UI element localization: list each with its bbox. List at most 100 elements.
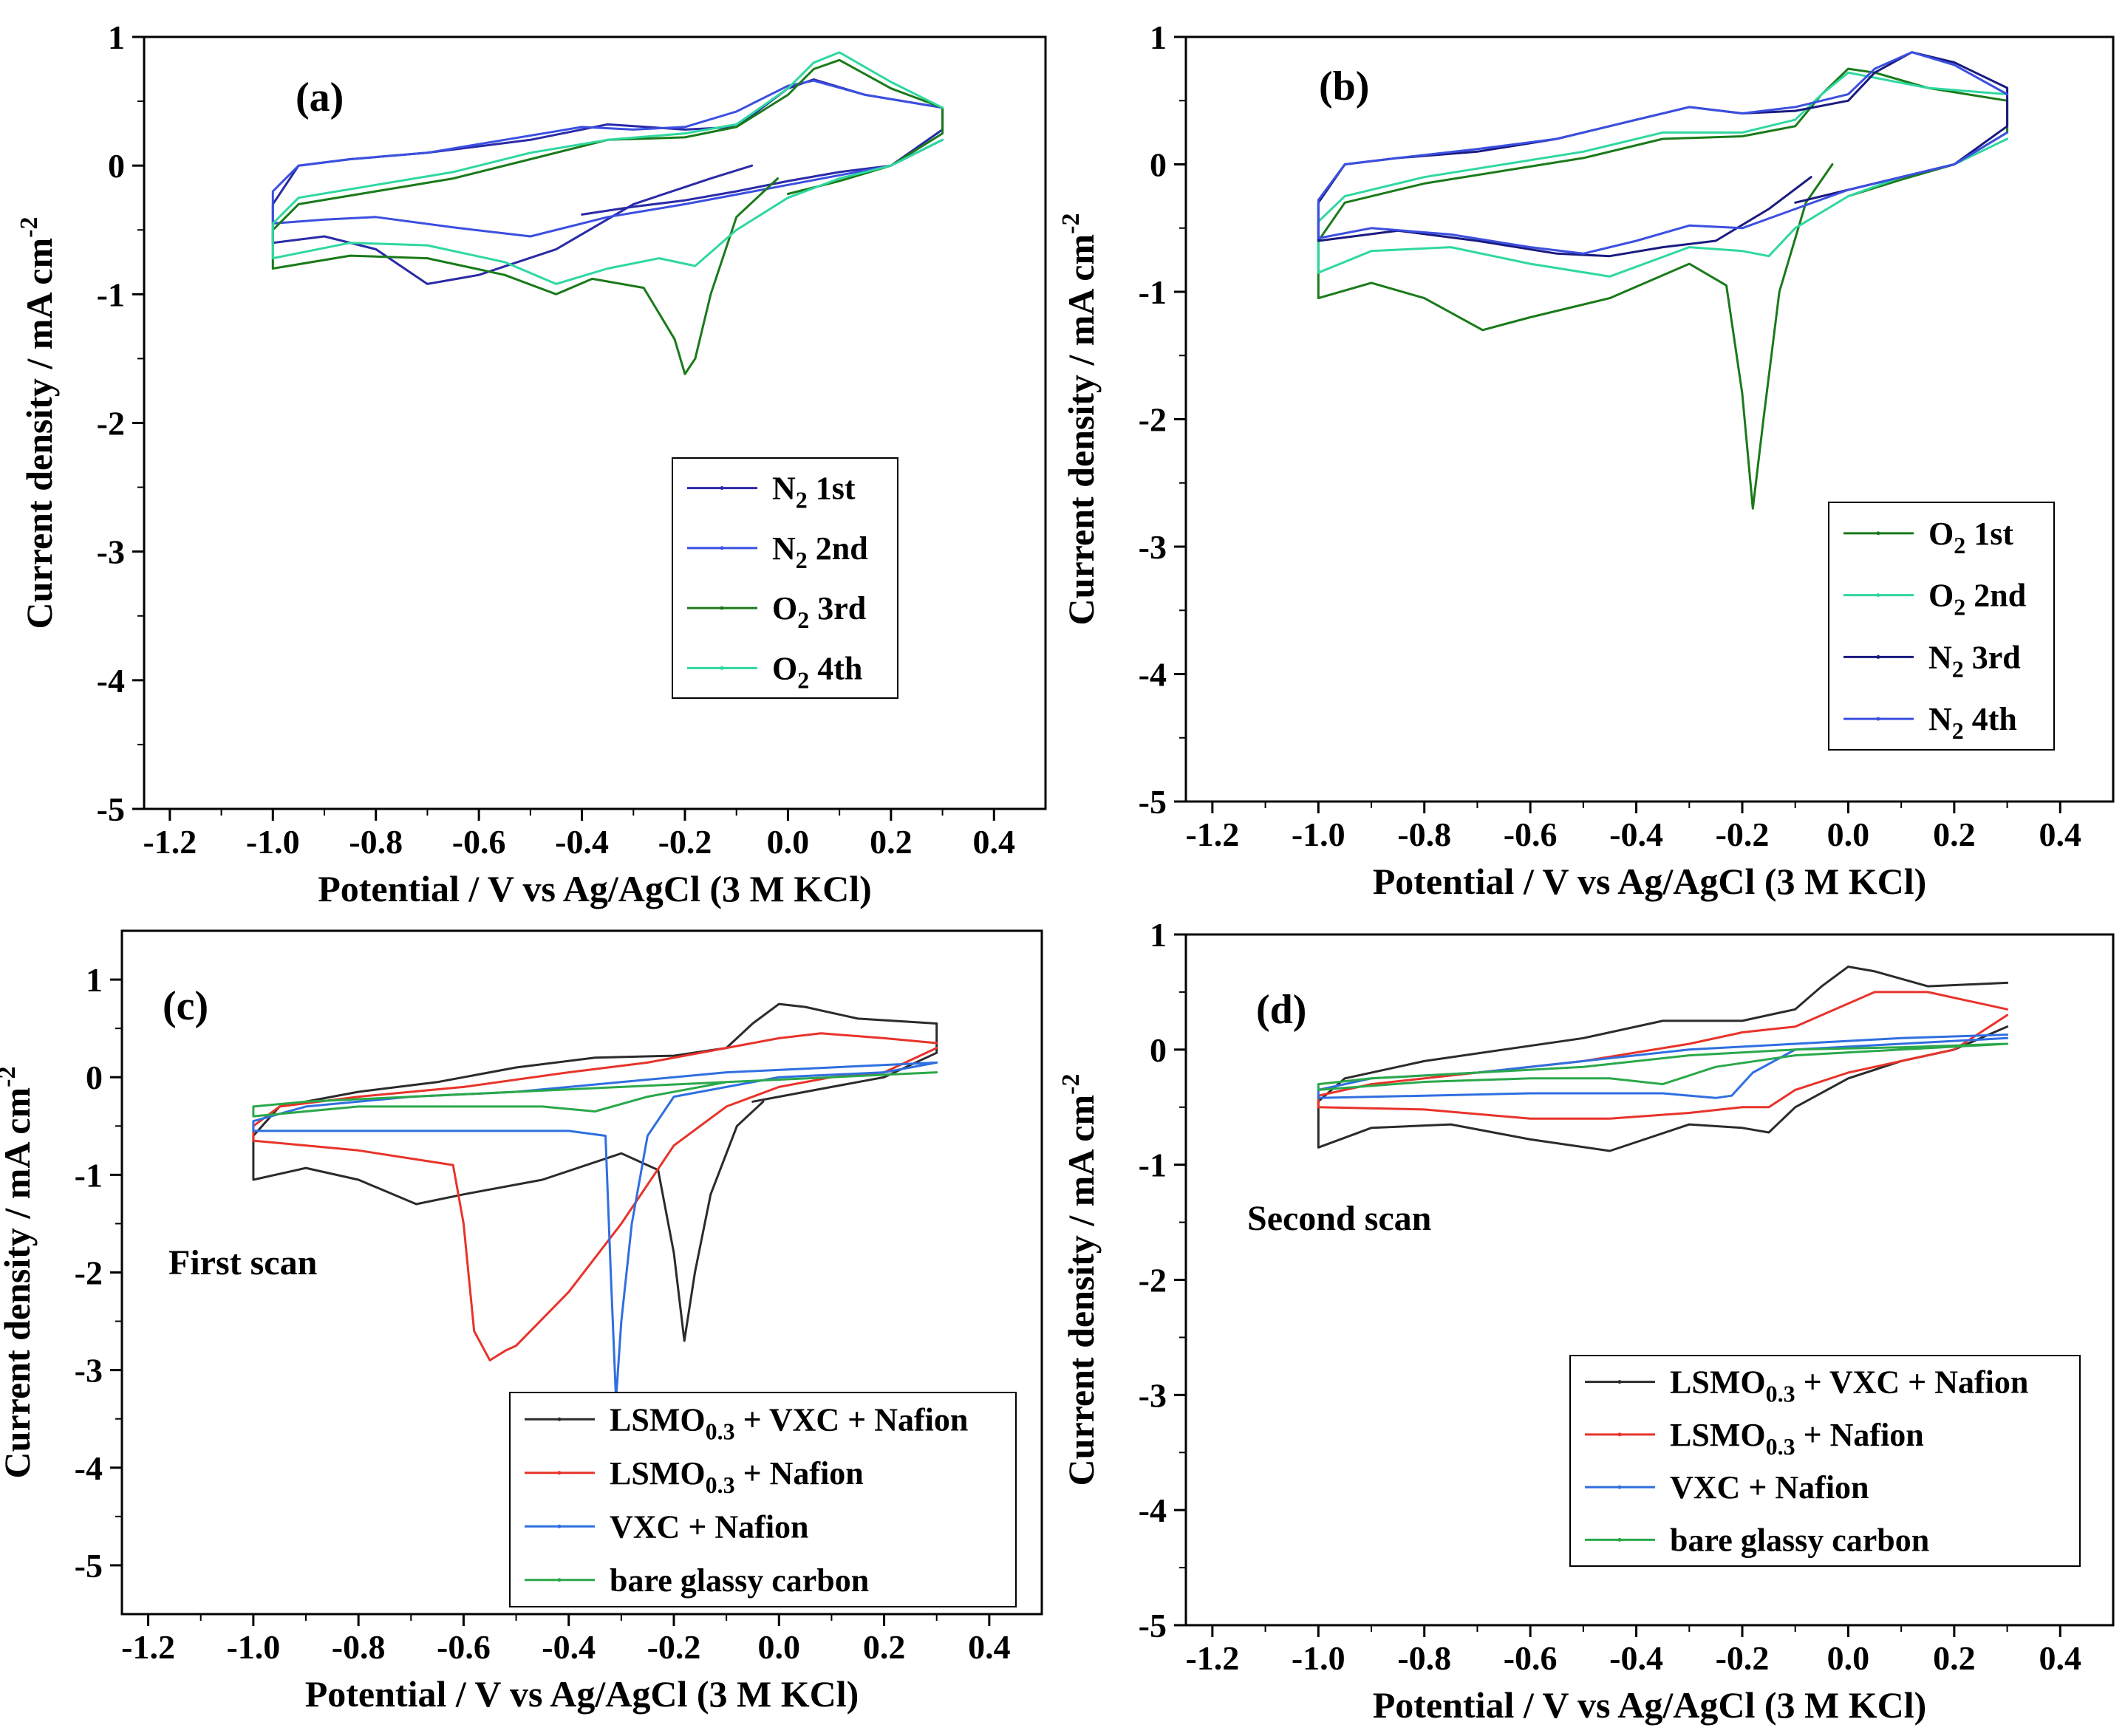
x-tick-label: 0.4 [968, 1628, 1011, 1666]
y-tick-label: -2 [75, 1254, 103, 1292]
y-tick-label: -4 [97, 662, 125, 700]
x-tick-label: -1.0 [226, 1628, 280, 1666]
chart-panel-d: -1.2 -1.0 -0.8 -0.6 -0.4 -0.2 0.0 0.2 0.4 -5 -4 -3 -… [1057, 916, 2115, 1726]
legend-label-4: bare glassy carbon [610, 1562, 869, 1599]
y-axis-label-main: Current density / mA cm [0, 1087, 38, 1479]
y-tick-label: -5 [97, 790, 125, 828]
legend-marker-3 [720, 606, 724, 610]
legend-label-4: N2 4th [1928, 701, 2017, 744]
x-tick-label: 0.2 [1933, 816, 1976, 853]
legend-marker-3 [1876, 655, 1880, 659]
x-tick-label: -0.6 [452, 823, 506, 861]
y-axis-label-sup: -2 [1057, 213, 1085, 234]
y-tick-label: -2 [1139, 401, 1167, 439]
legend-marker-4 [720, 666, 724, 670]
legend-marker-2 [720, 546, 724, 550]
series-group [1317, 51, 2009, 510]
chart-panel-c: -1.2 -1.0 -0.8 -0.6 -0.4 -0.2 0.0 0.2 0.4 -5 -4 -3 -… [0, 929, 1043, 1715]
y-tick-label: -4 [1139, 1491, 1167, 1529]
y-axis-label-sup: -2 [16, 217, 43, 238]
y-tick-label: -5 [75, 1547, 103, 1585]
legend-box [509, 1392, 1017, 1607]
legend-label-3: VXC + Nafion [1670, 1469, 1869, 1506]
legend-marker-2 [1617, 1432, 1622, 1437]
y-axis-label: Current density / mA cm-2 [1057, 1074, 1102, 1486]
y-tick-label: -1 [75, 1156, 103, 1194]
y-axis-label-sup: -2 [0, 1067, 21, 1087]
y-tick-label: -2 [1139, 1262, 1167, 1299]
legend: LSMO0.3 + VXC + Nafion LSMO0.3 + Nafion VX… [1569, 1355, 2081, 1567]
x-tick-label: -0.4 [542, 1628, 596, 1666]
y-tick-label: 0 [108, 147, 125, 185]
series-line-4 [1317, 51, 2009, 255]
legend-label-2: LSMO0.3 + Nafion [1670, 1417, 1924, 1460]
y-tick-label: 1 [1150, 916, 1167, 954]
y-tick-label: -3 [75, 1352, 103, 1390]
x-tick-label: -1.2 [1185, 816, 1239, 853]
y-tick-label: -4 [1139, 656, 1167, 694]
series-group [1317, 966, 2009, 1152]
legend-marker-1 [720, 486, 724, 491]
x-tick-label: -1.0 [1292, 1639, 1345, 1677]
y-tick-label: -1 [1139, 273, 1167, 311]
chart-panel-b: -1.2 -1.0 -0.8 -0.6 -0.4 -0.2 0.0 0.2 0.4 -5 -4 -3 -… [1057, 18, 2115, 902]
legend-label-2: LSMO0.3 + Nafion [610, 1455, 864, 1498]
x-tick-label: 0.2 [863, 1628, 906, 1666]
x-axis-label: Potential / V vs Ag/AgCl (3 M KCl) [1373, 1684, 1927, 1726]
x-tick-label: -0.8 [332, 1628, 386, 1666]
series-line-1 [1317, 67, 2009, 510]
legend-label-3: VXC + Nafion [610, 1508, 809, 1545]
legend: LSMO0.3 + VXC + Nafion LSMO0.3 + Nafion VX… [509, 1392, 1017, 1607]
legend: N2 1st N2 2nd O2 3rd O2 4th [672, 457, 898, 699]
panel-label: (b) [1319, 64, 1369, 109]
series-line-3 [1317, 1033, 2009, 1099]
x-tick-label: 0.4 [973, 823, 1016, 861]
series-line-3 [252, 1061, 938, 1401]
y-tick-label: -5 [1139, 783, 1167, 821]
legend-label-3: N2 3rd [1928, 639, 2021, 682]
legend-box [1828, 502, 2055, 751]
y-tick-label: 1 [86, 961, 103, 999]
y-tick-label: -2 [97, 405, 125, 442]
x-tick-label: -0.2 [658, 823, 712, 861]
x-tick-label: -0.8 [1397, 1639, 1451, 1677]
y-axis-label: Current density / mA cm-2 [1057, 213, 1102, 626]
panel-label: (a) [296, 75, 344, 120]
y-tick-label: 0 [1150, 146, 1167, 184]
legend-marker-4 [557, 1578, 562, 1582]
x-tick-label: -1.0 [246, 823, 300, 861]
panel-label: (d) [1256, 987, 1306, 1033]
x-tick-label: 0.0 [1827, 1639, 1870, 1677]
x-tick-label: -0.6 [1504, 1639, 1558, 1677]
x-tick-label: 0.0 [758, 1628, 801, 1666]
x-tick-label: -0.4 [1609, 816, 1663, 853]
legend: O2 1st O2 2nd N2 3rd N2 4th [1828, 502, 2055, 751]
x-tick-label: -0.6 [1504, 816, 1558, 853]
x-axis-label: Potential / V vs Ag/AgCl (3 M KCl) [1373, 861, 1927, 902]
x-tick-label: -1.0 [1292, 816, 1345, 853]
series-line-2 [252, 1032, 938, 1361]
legend-label-1: LSMO0.3 + VXC + Nafion [610, 1401, 968, 1444]
legend-label-2: N2 2nd [772, 530, 868, 573]
x-tick-label: 0.4 [2039, 1639, 2082, 1677]
series-line-4 [1317, 1042, 2009, 1091]
x-tick-label: 0.2 [870, 823, 913, 861]
legend-marker-4 [1876, 717, 1880, 721]
series-line-2 [1317, 71, 2009, 278]
legend-label-1: LSMO0.3 + VXC + Nafion [1670, 1364, 2028, 1407]
y-tick-label: -1 [1139, 1146, 1167, 1184]
y-tick-label: -3 [1139, 528, 1167, 566]
legend-marker-4 [1617, 1537, 1622, 1542]
y-axis-label-main: Current density / mA cm [1060, 234, 1102, 626]
series-line-2 [1317, 991, 2009, 1120]
x-tick-label: 0.0 [1827, 816, 1870, 853]
scan-annotation: Second scan [1247, 1199, 1431, 1238]
y-tick-label: -3 [1139, 1376, 1167, 1414]
y-axis-label-sup: -2 [1057, 1074, 1085, 1095]
x-tick-label: 0.2 [1933, 1639, 1976, 1677]
legend-box [672, 457, 898, 699]
x-tick-label: -0.4 [1609, 1639, 1663, 1677]
series-line-3 [271, 58, 944, 375]
y-tick-label: -1 [97, 276, 125, 313]
